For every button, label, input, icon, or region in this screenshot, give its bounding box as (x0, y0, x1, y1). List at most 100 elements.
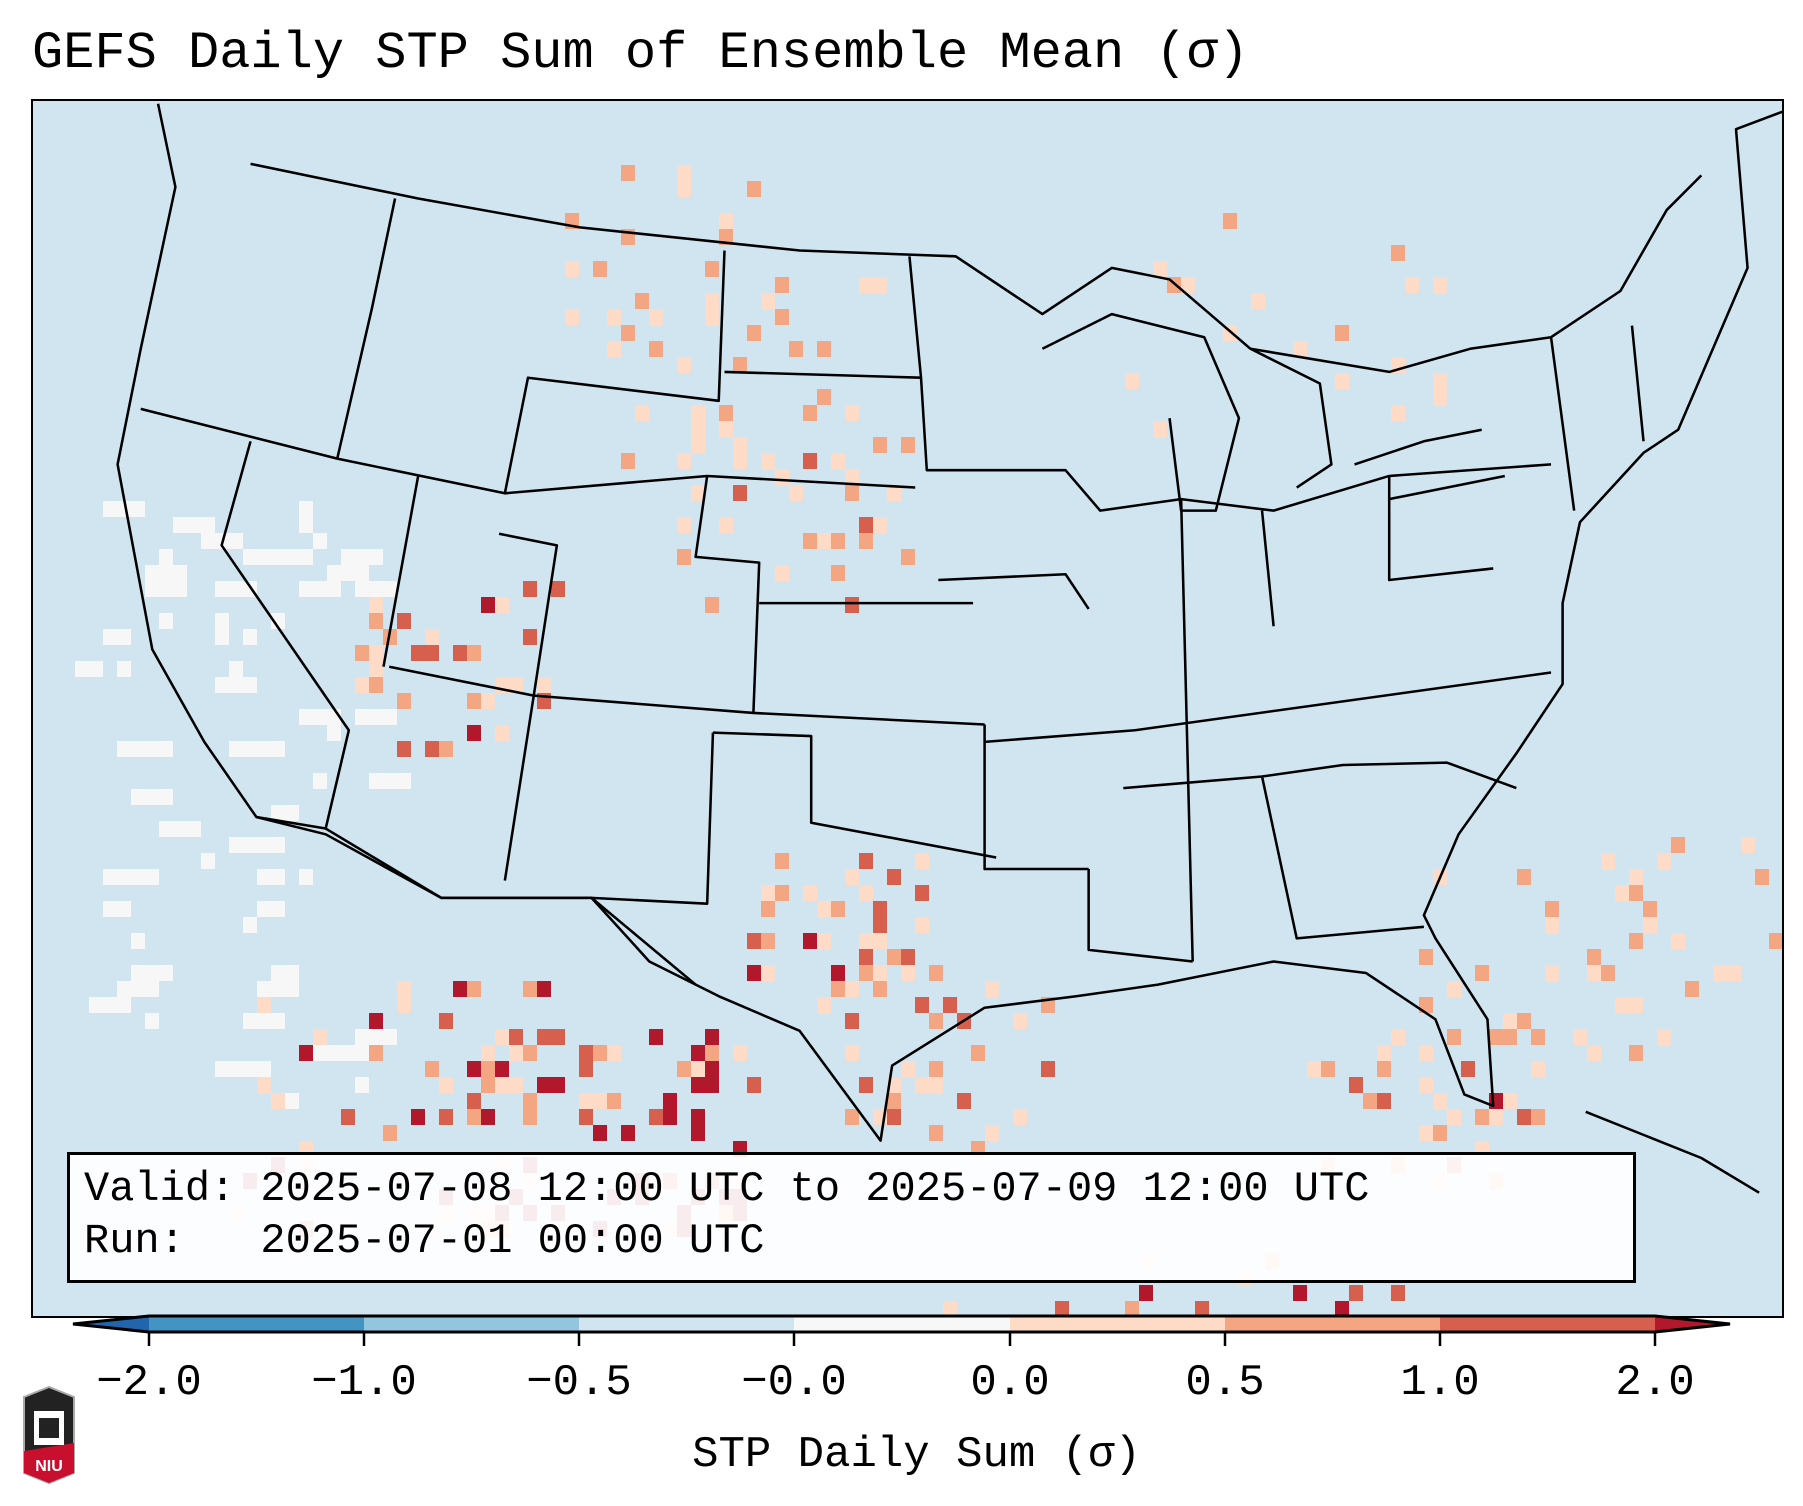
stp-cell (1489, 1093, 1503, 1109)
us-coastline (116, 103, 1782, 1142)
stp-cell (579, 1109, 593, 1125)
stp-cell (705, 1045, 719, 1061)
stp-cell-neutral (117, 661, 131, 677)
stp-cell (803, 453, 817, 469)
stp-cell (1769, 933, 1782, 949)
stp-cell (523, 1045, 537, 1061)
stp-cell (453, 645, 467, 661)
stp-cell-neutral (257, 837, 285, 853)
stp-cell (565, 309, 579, 325)
svg-text:NIU: NIU (35, 1458, 63, 1475)
stp-cell (411, 1109, 425, 1125)
stp-cell-neutral (215, 613, 229, 629)
stp-cell (369, 661, 383, 677)
stp-cell (1139, 1285, 1153, 1301)
stp-cell (1629, 997, 1643, 1013)
stp-cell-neutral (243, 1061, 271, 1077)
stp-cell (537, 677, 551, 693)
stp-cell (369, 613, 383, 629)
stp-cell (1503, 1013, 1517, 1029)
stp-cell (705, 293, 719, 309)
stp-cell-neutral (159, 549, 173, 565)
stp-cell-neutral (257, 549, 285, 565)
stp-cell-neutral (145, 1013, 159, 1029)
stp-cell (467, 1109, 481, 1125)
stp-cell (859, 885, 873, 901)
stp-cell (1643, 917, 1657, 933)
stp-cell (565, 261, 579, 277)
stp-cell (397, 693, 411, 709)
stp-cell-neutral (355, 1077, 369, 1093)
stp-cell (481, 693, 495, 709)
stp-cell (537, 1029, 551, 1045)
stp-cell (1251, 293, 1265, 309)
stp-cell (649, 341, 663, 357)
stp-cell (817, 533, 831, 549)
stp-cell-neutral (299, 517, 313, 533)
stp-cell (1685, 981, 1699, 997)
stp-cell-neutral (145, 581, 187, 597)
stp-cell (845, 1045, 859, 1061)
stp-cell (439, 1109, 453, 1125)
stp-cell (817, 341, 831, 357)
stp-cell (677, 453, 691, 469)
stp-cell (1307, 1317, 1321, 1318)
stp-cell (1461, 1061, 1475, 1077)
stp-cell-neutral (257, 901, 285, 917)
stp-cell-neutral (271, 805, 299, 821)
stp-cell (691, 1109, 705, 1125)
stp-cell (1517, 1109, 1531, 1125)
boundaries (116, 103, 1782, 1194)
stp-cell (1433, 277, 1447, 293)
stp-cell (929, 1013, 943, 1029)
stp-cell (901, 549, 915, 565)
stp-cell-neutral (285, 549, 313, 565)
stp-cell (1335, 325, 1349, 341)
stp-cell (1153, 1317, 1167, 1318)
stp-cell (705, 261, 719, 277)
stp-cell (1587, 949, 1601, 965)
colorbar-bin (794, 1316, 1010, 1332)
stp-cell (915, 853, 929, 869)
stp-cell (859, 949, 873, 965)
stp-cell (929, 1077, 943, 1093)
stp-cell (845, 1109, 859, 1125)
stp-cell (439, 1077, 453, 1093)
stp-cell (915, 1317, 929, 1318)
stp-cell (593, 261, 607, 277)
state-lines (140, 198, 1645, 963)
stp-cell (467, 1061, 481, 1077)
stp-cell (467, 981, 481, 997)
stp-cell-neutral (159, 613, 173, 629)
stp-cell (551, 1029, 565, 1045)
stp-cell (1321, 1317, 1335, 1318)
stp-cell (1713, 965, 1727, 981)
stp-cell (691, 1077, 705, 1093)
stp-cell (901, 949, 915, 965)
run-time-text: Run: 2025-07-01 00:00 UTC (84, 1217, 765, 1265)
stp-cell (887, 869, 901, 885)
stp-cell (369, 1013, 383, 1029)
stp-cell (1293, 1285, 1307, 1301)
stp-cell (481, 1061, 495, 1077)
stp-cell (943, 997, 957, 1013)
stp-cell (299, 1045, 313, 1061)
stp-cell-neutral (75, 661, 103, 677)
stp-cell-neutral (355, 709, 397, 725)
stp-cell (845, 1013, 859, 1029)
stp-cell (887, 1317, 901, 1318)
stp-cell-neutral (327, 565, 369, 581)
stp-cell (1489, 1109, 1503, 1125)
stp-cell (747, 933, 761, 949)
stp-cell-neutral (355, 1029, 397, 1045)
stp-cell (901, 437, 915, 453)
stp-cell (845, 405, 859, 421)
stp-cell (859, 933, 873, 949)
stp-cell (887, 485, 901, 501)
stp-cell (1419, 949, 1433, 965)
stp-cell (1321, 1061, 1335, 1077)
stp-cell-neutral (215, 1061, 243, 1077)
stp-cell (635, 405, 649, 421)
colorbar-tick-label: 1.0 (1400, 1358, 1480, 1408)
stp-cell (691, 405, 705, 421)
